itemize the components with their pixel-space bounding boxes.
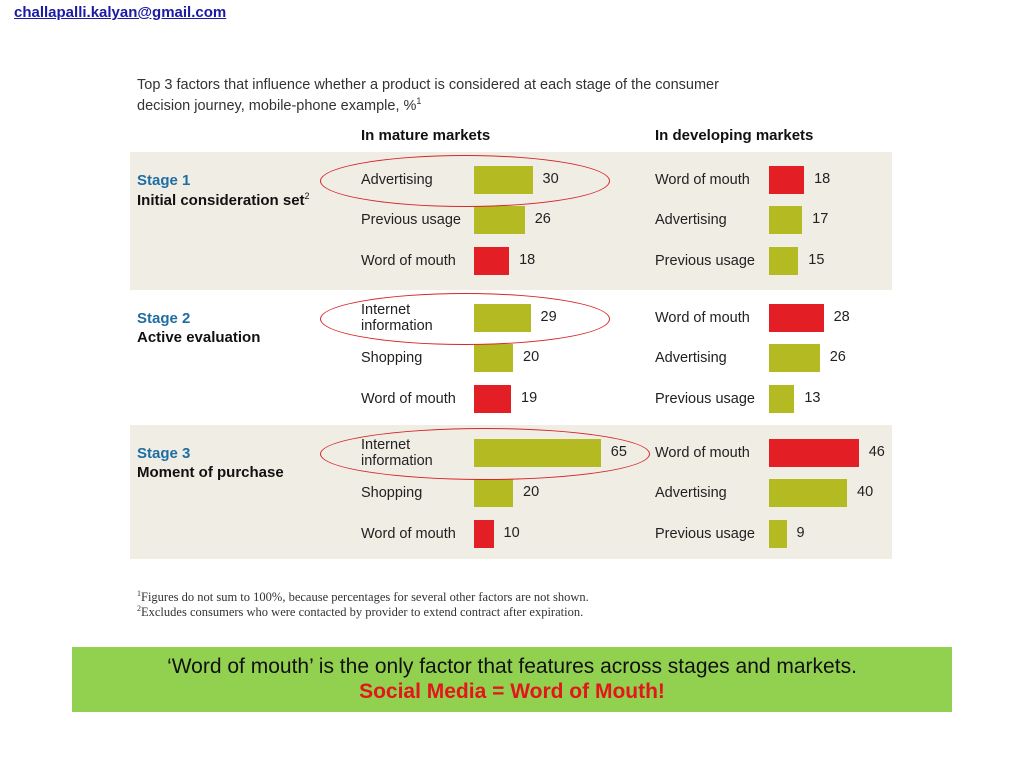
chart-title-text: Top 3 factors that influence whether a p… <box>137 77 719 114</box>
mature-bar-s1-r3 <box>474 247 510 275</box>
stage-name-3: Moment of purchase <box>137 464 284 481</box>
developing-bar-s3-r2 <box>769 479 847 507</box>
callout-line-1: ‘Word of mouth’ is the only factor that … <box>167 655 857 678</box>
developing-label-s3-r3: Previous usage <box>655 526 755 542</box>
developing-bar-s2-r2 <box>769 344 820 372</box>
developing-value-s2-r2: 26 <box>829 349 846 365</box>
developing-bar-s3-r3 <box>769 520 787 548</box>
developing-value-s2-r1: 28 <box>833 309 850 325</box>
footnote-1: 1Figures do not sum to 100%, because per… <box>137 589 589 605</box>
mature-label-s2-r2: Shopping <box>361 350 423 366</box>
column-header-developing: In developing markets <box>655 127 814 144</box>
developing-value-s1-r3: 15 <box>808 252 825 268</box>
mature-value-s2-r3: 19 <box>521 390 538 406</box>
footnote-1-sup: 1 <box>137 589 141 598</box>
callout-box: ‘Word of mouth’ is the only factor that … <box>72 647 952 712</box>
mature-label-s1-r3: Word of mouth <box>361 253 456 269</box>
mature-label-s3-r3: Word of mouth <box>361 526 456 542</box>
developing-value-s3-r3: 9 <box>796 525 805 541</box>
chart-title-sup: 1 <box>416 96 422 106</box>
developing-value-s2-r3: 13 <box>804 390 821 406</box>
developing-label-s3-r2: Advertising <box>655 485 727 501</box>
mature-bar-s3-r2 <box>474 479 513 507</box>
developing-label-s1-r3: Previous usage <box>655 253 755 269</box>
developing-value-s1-r2: 17 <box>812 211 829 227</box>
stage-number-2: Stage 2 <box>137 310 191 327</box>
mature-label-s2-r3: Word of mouth <box>361 391 456 407</box>
highlight-ellipse-1 <box>320 155 610 207</box>
developing-value-s3-r2: 40 <box>857 484 874 500</box>
developing-bar-s1-r1 <box>769 166 805 194</box>
developing-bar-s2-r3 <box>769 385 795 413</box>
footnote-1-text: Figures do not sum to 100%, because perc… <box>141 590 589 605</box>
mature-value-s1-r2: 26 <box>534 211 551 227</box>
developing-bar-s1-r2 <box>769 206 803 234</box>
developing-label-s1-r1: Word of mouth <box>655 172 750 188</box>
developing-value-s3-r1: 46 <box>868 444 885 460</box>
mature-value-s1-r3: 18 <box>519 252 536 268</box>
developing-label-s2-r1: Word of mouth <box>655 310 750 326</box>
mature-label-s3-r2: Shopping <box>361 485 423 501</box>
developing-bar-s1-r3 <box>769 247 799 275</box>
developing-label-s3-r1: Word of mouth <box>655 445 750 461</box>
stage-name-1: Initial consideration set2 <box>137 191 310 209</box>
developing-label-s2-r2: Advertising <box>655 350 727 366</box>
footnote-2-sup: 2 <box>137 604 141 613</box>
mature-value-s3-r3: 10 <box>503 525 520 541</box>
stage-number-1: Stage 1 <box>137 172 191 189</box>
mature-bar-s2-r3 <box>474 385 512 413</box>
mature-value-s3-r2: 20 <box>523 484 540 500</box>
highlight-ellipse-3 <box>320 428 650 480</box>
stage-name-sup-1: 2 <box>304 191 310 201</box>
stage-number-3: Stage 3 <box>137 445 191 462</box>
highlight-ellipse-2 <box>320 293 610 345</box>
developing-bar-s3-r1 <box>769 439 859 467</box>
footnote-2-text: Excludes consumers who were contacted by… <box>141 605 584 620</box>
mature-bar-s3-r3 <box>474 520 494 548</box>
developing-bar-s2-r1 <box>769 304 824 332</box>
chart-title: Top 3 factors that influence whether a p… <box>137 77 737 114</box>
stage-name-2: Active evaluation <box>137 329 261 346</box>
developing-label-s1-r2: Advertising <box>655 212 727 228</box>
developing-label-s2-r3: Previous usage <box>655 391 755 407</box>
callout-line-2: Social Media = Word of Mouth! <box>359 680 665 703</box>
mature-value-s2-r2: 20 <box>523 349 540 365</box>
mature-label-s1-r2: Previous usage <box>361 212 461 228</box>
column-header-mature: In mature markets <box>361 127 491 144</box>
mature-bar-s2-r2 <box>474 344 513 372</box>
mature-bar-s1-r2 <box>474 206 525 234</box>
developing-value-s1-r1: 18 <box>814 171 831 187</box>
email-link[interactable]: challapalli.kalyan@gmail.com <box>14 4 227 21</box>
footnote-2: 2Excludes consumers who were contacted b… <box>137 604 583 620</box>
